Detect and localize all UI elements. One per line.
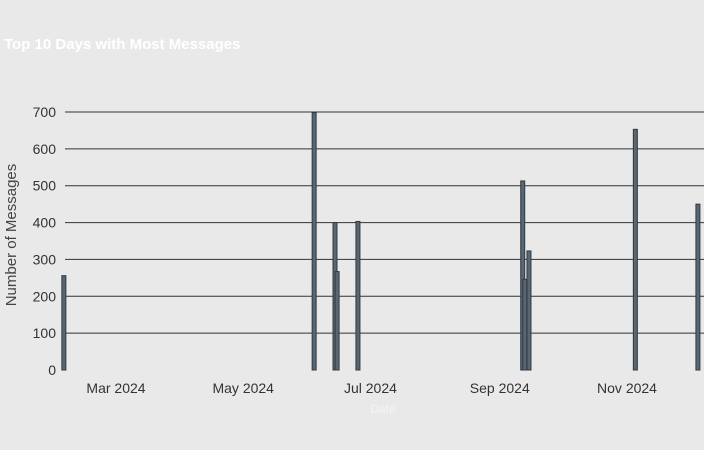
bar (695, 203, 701, 371)
y-tick-label: 700 (33, 104, 57, 120)
y-tick-label: 500 (33, 178, 57, 194)
x-tick-label: Nov 2024 (597, 380, 657, 396)
bar (355, 220, 361, 371)
x-axis-label: Date (370, 402, 396, 416)
x-tick-label: Sep 2024 (470, 380, 530, 396)
bar (632, 128, 638, 371)
x-tick-labels: Mar 2024 May 2024 Jul 2024 Sep 2024 Nov 2024 (86, 380, 657, 396)
bar (334, 271, 340, 371)
y-tick-label: 100 (33, 325, 57, 341)
gridlines (65, 111, 704, 334)
y-tick-label: 300 (33, 251, 57, 267)
bar (311, 112, 317, 371)
y-tick-labels: 0 100 200 300 400 500 600 700 (33, 104, 57, 378)
bars (61, 112, 701, 371)
bar (522, 278, 528, 371)
chart-title: Top 10 Days with Most Messages (4, 36, 241, 53)
bar (526, 250, 532, 371)
y-tick-label: 200 (33, 288, 57, 304)
x-tick-label: Jul 2024 (344, 380, 397, 396)
y-tick-label: 600 (33, 141, 57, 157)
x-tick-label: Mar 2024 (86, 380, 145, 396)
y-tick-label: 400 (33, 215, 57, 231)
x-tick-label: May 2024 (212, 380, 274, 396)
y-axis-label: Number of Messages (3, 164, 20, 307)
y-tick-label: 0 (48, 362, 56, 378)
bar (61, 275, 67, 371)
